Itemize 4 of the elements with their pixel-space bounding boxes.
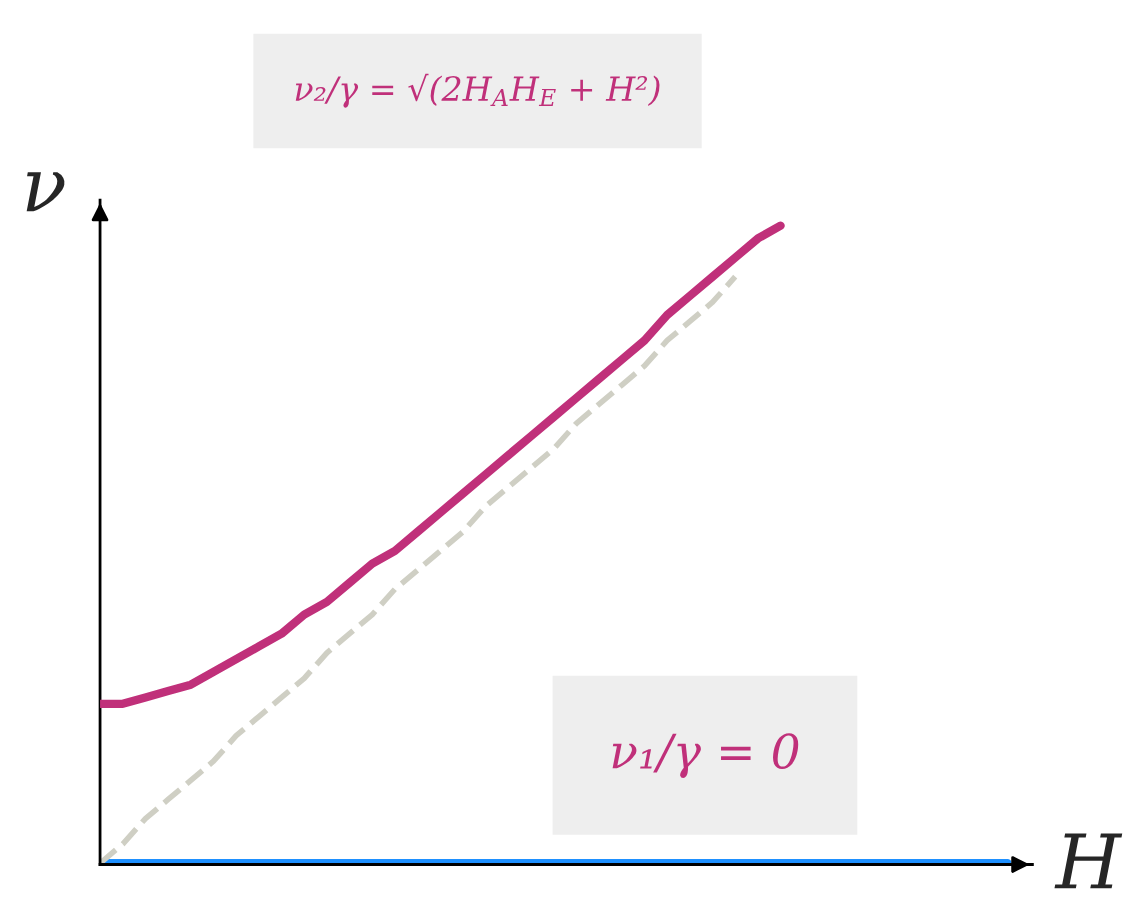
- annotation: ν₁/γ = 0: [612, 733, 799, 779]
- y-axis-title: ν: [26, 172, 65, 212]
- text: ν₂/γ = √(2H$_{A}$H$_{E}$ + H²): [295, 73, 660, 108]
- x-axis-title: H: [1054, 833, 1123, 889]
